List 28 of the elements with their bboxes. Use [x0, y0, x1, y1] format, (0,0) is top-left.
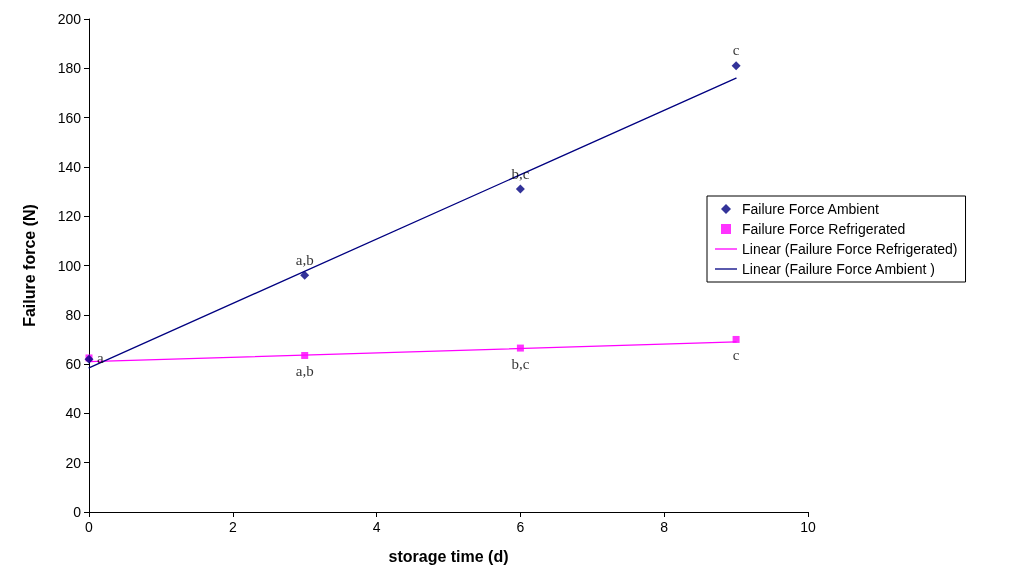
x-axis-title: storage time (d) — [388, 547, 509, 565]
y-tick-label: 140 — [57, 158, 82, 175]
y-tick-label: 160 — [57, 109, 82, 126]
y-tick-label: 120 — [57, 208, 82, 225]
x-tick-label: 0 — [85, 519, 94, 535]
annotation: a,b — [295, 362, 314, 379]
y-tick-label: 20 — [65, 454, 82, 471]
x-tick-label: 4 — [372, 519, 381, 535]
y-tick-label: 40 — [65, 405, 82, 422]
x-tick-label: 2 — [228, 519, 237, 535]
legend-label: Linear (Failure Force Refrigerated) — [742, 241, 958, 257]
y-tick-label: 180 — [57, 60, 82, 77]
y-tick-label: 100 — [57, 257, 82, 274]
x-tick-label: 8 — [660, 519, 669, 535]
x-tick-label: 6 — [516, 519, 525, 535]
annotation: a,b — [295, 251, 314, 268]
y-tick-label: 80 — [65, 306, 82, 323]
legend-label: Failure Force Ambient — [742, 201, 880, 217]
x-tick-label: 10 — [800, 519, 816, 535]
annotation: c — [732, 346, 740, 363]
y-tick-label: 200 — [57, 11, 82, 27]
y-tick-label: 60 — [65, 356, 82, 373]
annotation: b,c — [511, 355, 530, 372]
y-tick-label: 0 — [73, 504, 82, 520]
annotation: c — [732, 42, 740, 59]
legend-label: Linear (Failure Force Ambient ) — [742, 261, 935, 277]
legend-label: Failure Force Refrigerated — [742, 221, 906, 237]
y-axis-title: Failure force (N) — [20, 204, 38, 327]
